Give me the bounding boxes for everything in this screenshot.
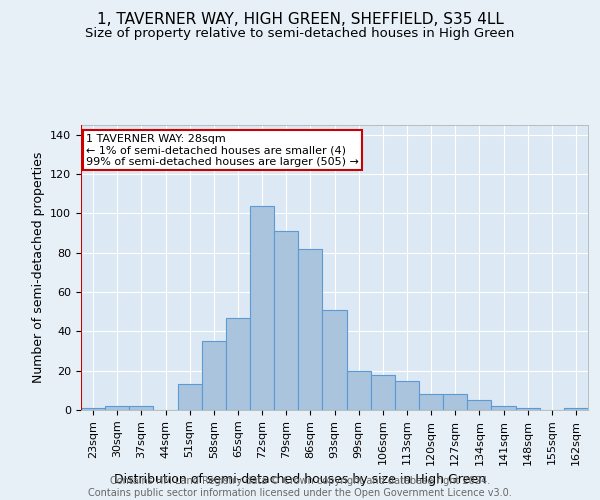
Bar <box>250 206 274 410</box>
Bar <box>371 374 395 410</box>
Text: 1 TAVERNER WAY: 28sqm
← 1% of semi-detached houses are smaller (4)
99% of semi-d: 1 TAVERNER WAY: 28sqm ← 1% of semi-detac… <box>86 134 359 167</box>
Text: Distribution of semi-detached houses by size in High Green: Distribution of semi-detached houses by … <box>114 474 486 486</box>
Bar <box>467 400 491 410</box>
Bar <box>491 406 515 410</box>
Bar <box>347 370 371 410</box>
Bar <box>298 249 322 410</box>
Bar <box>564 408 588 410</box>
Bar <box>105 406 129 410</box>
Text: Size of property relative to semi-detached houses in High Green: Size of property relative to semi-detach… <box>85 28 515 40</box>
Y-axis label: Number of semi-detached properties: Number of semi-detached properties <box>32 152 44 383</box>
Bar <box>226 318 250 410</box>
Bar <box>395 380 419 410</box>
Bar <box>515 408 540 410</box>
Text: 1, TAVERNER WAY, HIGH GREEN, SHEFFIELD, S35 4LL: 1, TAVERNER WAY, HIGH GREEN, SHEFFIELD, … <box>97 12 503 28</box>
Bar <box>202 341 226 410</box>
Bar <box>129 406 154 410</box>
Bar <box>322 310 347 410</box>
Bar <box>274 231 298 410</box>
Bar <box>178 384 202 410</box>
Bar <box>419 394 443 410</box>
Text: Contains HM Land Registry data © Crown copyright and database right 2024.
Contai: Contains HM Land Registry data © Crown c… <box>88 476 512 498</box>
Bar <box>81 408 105 410</box>
Bar <box>443 394 467 410</box>
